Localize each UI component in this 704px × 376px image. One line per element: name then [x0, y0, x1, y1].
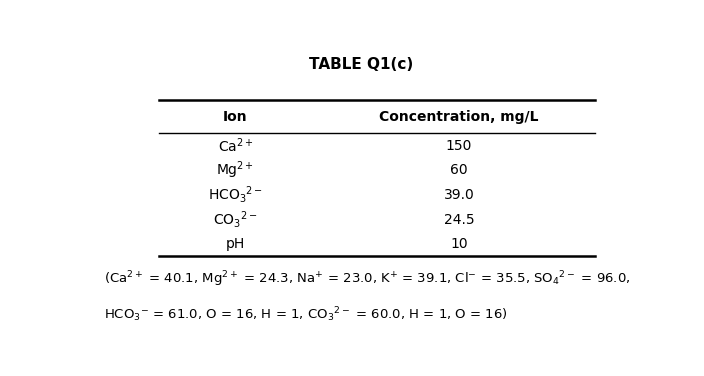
Text: 60: 60	[450, 163, 468, 177]
Text: Ion: Ion	[223, 110, 248, 124]
Text: CO$_3$$^{2-}$: CO$_3$$^{2-}$	[213, 209, 258, 230]
Text: Ca$^{2+}$: Ca$^{2+}$	[218, 136, 253, 155]
Text: 150: 150	[446, 139, 472, 153]
Text: HCO$_3$$^{-}$ = 61.0, O = 16, H = 1, CO$_3$$^{2-}$ = 60.0, H = 1, O = 16): HCO$_3$$^{-}$ = 61.0, O = 16, H = 1, CO$…	[104, 305, 508, 324]
Text: 39.0: 39.0	[444, 188, 474, 202]
Text: Concentration, mg/L: Concentration, mg/L	[379, 110, 539, 124]
Text: 10: 10	[450, 237, 468, 251]
Text: pH: pH	[226, 237, 245, 251]
Text: HCO$_3$$^{2-}$: HCO$_3$$^{2-}$	[208, 185, 263, 205]
Text: 24.5: 24.5	[444, 212, 474, 227]
Text: Mg$^{2+}$: Mg$^{2+}$	[216, 159, 254, 181]
Text: TABLE Q1(c): TABLE Q1(c)	[308, 57, 413, 72]
Text: (Ca$^{2+}$ = 40.1, Mg$^{2+}$ = 24.3, Na$^{+}$ = 23.0, K$^{+}$ = 39.1, Cl$^{-}$ =: (Ca$^{2+}$ = 40.1, Mg$^{2+}$ = 24.3, Na$…	[104, 270, 631, 290]
